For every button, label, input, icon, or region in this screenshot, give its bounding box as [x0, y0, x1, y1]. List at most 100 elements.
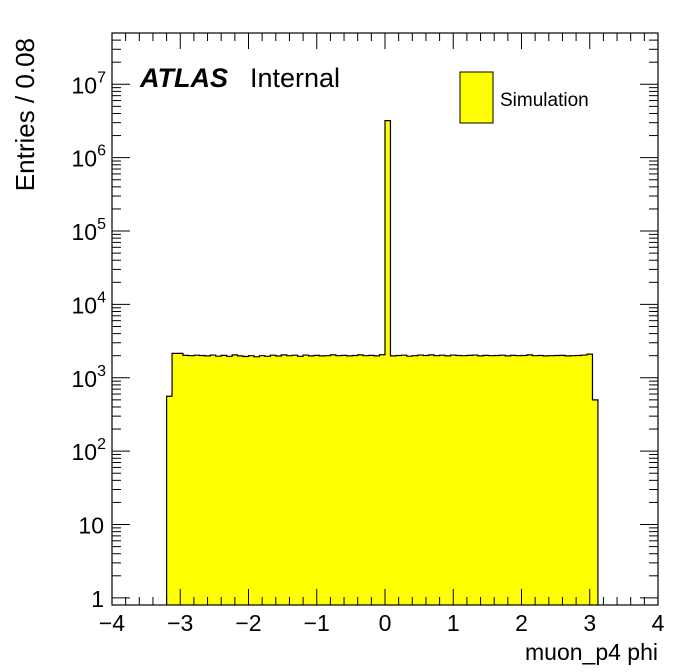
y-tick-label: 102: [72, 436, 107, 465]
histogram-bar: [297, 356, 304, 605]
histogram-bar: [439, 355, 446, 605]
x-tick-label: 0: [379, 610, 392, 636]
histogram-bar: [166, 396, 173, 605]
histogram-bar: [532, 355, 539, 605]
histogram-bar: [308, 355, 315, 605]
histogram-bar: [379, 354, 386, 605]
histogram-bar: [341, 355, 348, 605]
histogram-bar: [270, 355, 277, 605]
histogram-bar: [188, 355, 195, 605]
internal-label: Internal: [250, 63, 340, 93]
histogram-bar: [537, 355, 544, 605]
histogram-bar: [587, 354, 593, 605]
histogram-bar: [210, 355, 217, 605]
histogram-bar: [204, 355, 211, 605]
histogram-bar: [516, 355, 522, 605]
histogram-bar: [363, 355, 369, 605]
histogram-bar: [281, 354, 288, 605]
histogram-bar: [543, 355, 550, 605]
histogram-bar: [576, 355, 582, 605]
histogram-bar: [259, 355, 266, 605]
histogram-bar: [330, 354, 337, 605]
histogram-bar: [390, 355, 397, 605]
histogram-bar: [461, 355, 468, 605]
histogram-bar: [554, 355, 561, 605]
histogram-bar: [352, 355, 358, 605]
histogram-bar: [226, 356, 233, 605]
histogram-bar: [401, 355, 408, 605]
histogram-bar: [374, 355, 380, 605]
histogram-bar: [248, 355, 255, 605]
legend-entry-label: Simulation: [500, 90, 589, 111]
histogram-bar: [264, 356, 271, 605]
histogram-bar: [335, 355, 342, 605]
histogram-bar: [472, 355, 479, 605]
histogram-outline: [166, 119, 599, 605]
histogram-bar: [445, 355, 451, 605]
histogram-bars: [166, 119, 599, 605]
histogram-bar: [570, 355, 577, 605]
y-tick-label: 105: [72, 216, 107, 245]
y-tick-label: 106: [72, 143, 107, 172]
histogram-bar: [434, 355, 440, 605]
x-tick-label: 3: [583, 610, 596, 636]
x-tick-label: 4: [652, 610, 665, 636]
x-tick-label: −1: [304, 610, 330, 636]
legend-swatch: [459, 71, 494, 124]
histogram-bar: [510, 355, 517, 605]
histogram-bar: [346, 355, 353, 605]
y-tick-label: 10: [78, 513, 104, 539]
histogram-bar: [237, 355, 244, 605]
y-tick-label: 103: [72, 363, 107, 392]
histogram-bar: [286, 355, 293, 605]
histogram-bar: [232, 354, 238, 605]
histogram-bar: [292, 355, 298, 605]
histogram-bar: [499, 355, 506, 605]
histogram-bar: [494, 355, 500, 605]
x-tick-label: 1: [447, 610, 460, 636]
histogram-bar: [521, 355, 528, 605]
histogram-bar: [199, 355, 206, 605]
histogram-bar: [450, 355, 457, 605]
histogram-bar: [581, 355, 588, 605]
histogram-bar: [406, 356, 413, 605]
histogram-bar: [423, 355, 429, 605]
histogram-bar: [548, 355, 555, 605]
histogram-bar: [172, 353, 178, 605]
histogram-bar: [385, 120, 391, 605]
histogram-bar: [466, 355, 473, 605]
histogram-bar: [488, 355, 495, 605]
histogram-bar: [319, 355, 326, 605]
histogram-bar: [565, 355, 571, 605]
x-tick-label: 2: [515, 610, 528, 636]
y-tick-label: 104: [72, 289, 107, 318]
histogram-bar: [412, 355, 419, 605]
x-tick-label: −2: [235, 610, 261, 636]
y-tick-labels: 1 10 102 103 104 105 106 107: [72, 69, 107, 612]
x-tick-labels: −4 −3 −2 −1 0 1 2 3 4: [99, 610, 665, 636]
histogram-bar: [417, 355, 424, 605]
histogram-bar: [324, 355, 331, 605]
x-axis-label: muon_p4 phi: [525, 639, 658, 665]
histogram-bar: [428, 354, 435, 605]
histogram-bar: [193, 355, 200, 605]
histogram-bar: [221, 355, 227, 605]
histogram-bar: [253, 356, 260, 605]
histogram-bar: [275, 356, 282, 605]
y-tick-label: 1: [91, 586, 104, 612]
histogram-bar: [243, 356, 249, 605]
histogram-bar: [177, 353, 184, 605]
x-tick-label: −4: [99, 610, 125, 636]
histogram-bar: [455, 355, 462, 605]
histogram-bar: [483, 355, 490, 605]
tick-marks: [111, 32, 659, 605]
y-tick-label: 107: [72, 69, 107, 98]
histogram-bar: [526, 354, 533, 605]
histogram-bar: [395, 355, 402, 605]
histogram-bar: [505, 355, 511, 605]
histogram-bar: [357, 354, 364, 605]
histogram-bar: [303, 355, 309, 605]
histogram-bar: [592, 399, 599, 605]
y-axis-label: Entries / 0.08: [10, 38, 40, 191]
